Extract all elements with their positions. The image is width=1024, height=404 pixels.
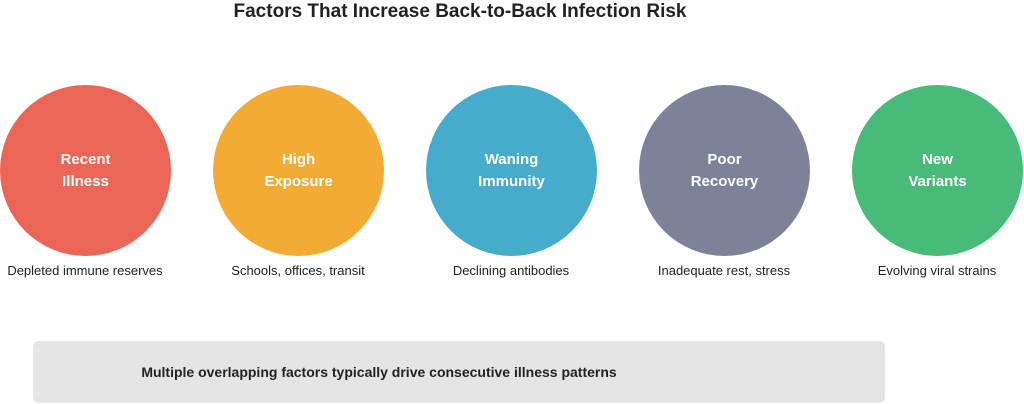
factor-label: New Variants: [908, 150, 967, 190]
factor-circle: High Exposure: [213, 85, 384, 256]
factor-circle: Recent Illness: [0, 85, 171, 256]
factor-description: Schools, offices, transit: [231, 263, 365, 278]
factor-circle: Waning Immunity: [426, 85, 597, 256]
factor-description: Inadequate rest, stress: [657, 263, 791, 278]
factor-circle: New Variants: [852, 85, 1023, 256]
factor-label: Poor Recovery: [690, 150, 759, 190]
diagram-title: Factors That Increase Back-to-Back Infec…: [233, 1, 687, 22]
summary-box: Multiple overlapping factors typically d…: [33, 341, 885, 403]
factor-label: High Exposure: [264, 150, 333, 190]
factor-circle: Poor Recovery: [639, 85, 810, 256]
factor-description: Depleted immune reserves: [7, 263, 163, 278]
factor-description: Evolving viral strains: [877, 263, 997, 278]
factor-label: Waning Immunity: [478, 150, 545, 190]
factor-description: Declining antibodies: [452, 263, 570, 278]
summary-text: Multiple overlapping factors typically d…: [141, 364, 617, 380]
factor-label: Recent Illness: [60, 150, 111, 190]
